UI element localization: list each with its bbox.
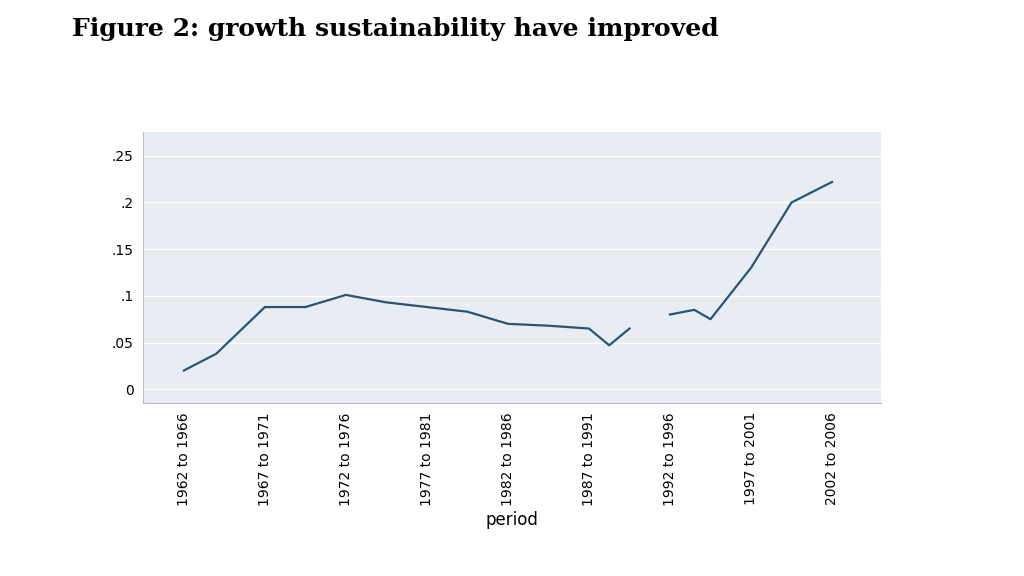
X-axis label: period: period [485,511,539,529]
Text: Figure 2: growth sustainability have improved: Figure 2: growth sustainability have imp… [72,17,718,41]
